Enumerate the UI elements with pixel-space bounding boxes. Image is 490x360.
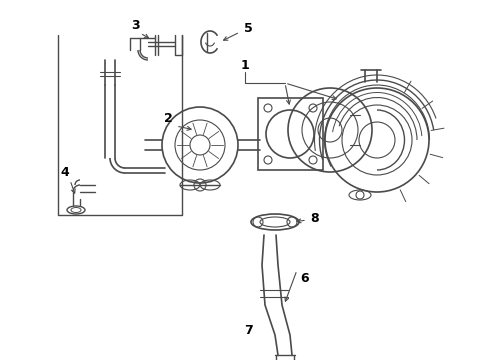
Text: 1: 1 xyxy=(241,59,249,72)
Bar xyxy=(258,98,323,170)
Text: 5: 5 xyxy=(244,22,252,35)
Text: 6: 6 xyxy=(301,271,309,284)
Text: 8: 8 xyxy=(311,212,319,225)
Text: 3: 3 xyxy=(131,18,139,32)
Text: 4: 4 xyxy=(61,166,70,179)
Text: 7: 7 xyxy=(244,324,252,337)
Text: 2: 2 xyxy=(164,112,172,125)
